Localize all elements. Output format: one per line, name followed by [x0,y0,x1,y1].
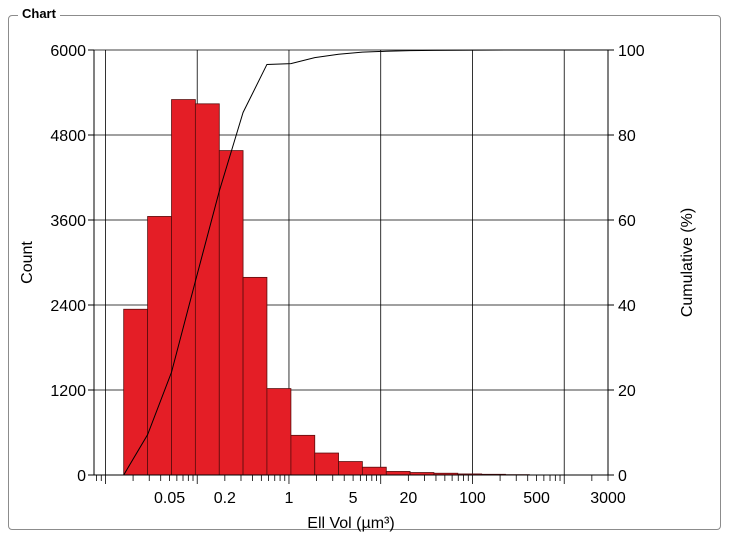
x-tick-label: 100 [459,490,486,507]
x-tick-label: 1 [285,490,294,507]
chart-panel-frame [8,15,721,530]
chart-panel-title: Chart [18,6,60,21]
x-tick-label: 20 [399,490,417,507]
histogram-bar [218,150,244,476]
labels-layer: 0 1200 2400 3600 4800 6000 0 20 40 60 80 100 0.05 0.2… [19,43,696,532]
x-tick-label: 3000 [590,490,626,507]
x-tick-label: 5 [349,490,358,507]
histogram-bar [242,276,268,476]
bars-layer [123,99,530,476]
x-tick-label: 0.2 [214,490,236,507]
axes-layer [88,49,614,484]
histogram-bar [194,103,220,476]
histogram-bar [147,216,172,476]
y2-axis-title: Cumulative (%) [679,208,696,317]
histogram-bar [361,466,387,476]
histogram-bar [290,434,316,476]
x-tick-label: 0.05 [154,490,185,507]
x-tick-label: 500 [523,490,550,507]
histogram-bar [385,471,411,476]
y2-tick-label: 0 [618,468,627,485]
y-tick-label: 2400 [50,298,86,315]
x-axis-title: Ell Vol (µm³) [307,515,394,532]
y-tick-label: 3600 [50,213,86,230]
y2-tick-label: 20 [618,383,636,400]
y-tick-label: 0 [77,468,86,485]
y2-tick-label: 80 [618,128,636,145]
cumulative-line [123,49,608,476]
y-tick-label: 6000 [50,43,86,60]
histogram-bar [123,308,149,476]
y2-tick-label: 100 [618,43,645,60]
cumulative-layer [123,49,608,476]
y2-tick-label: 40 [618,298,636,315]
y-axis-title: Count [19,241,36,284]
histogram-bar [314,452,339,476]
y2-tick-label: 60 [618,213,636,230]
histogram-bar [338,461,363,476]
y-tick-label: 1200 [50,383,86,400]
histogram-bar [171,99,196,476]
histogram-bar [266,388,292,476]
y-tick-label: 4800 [50,128,86,145]
